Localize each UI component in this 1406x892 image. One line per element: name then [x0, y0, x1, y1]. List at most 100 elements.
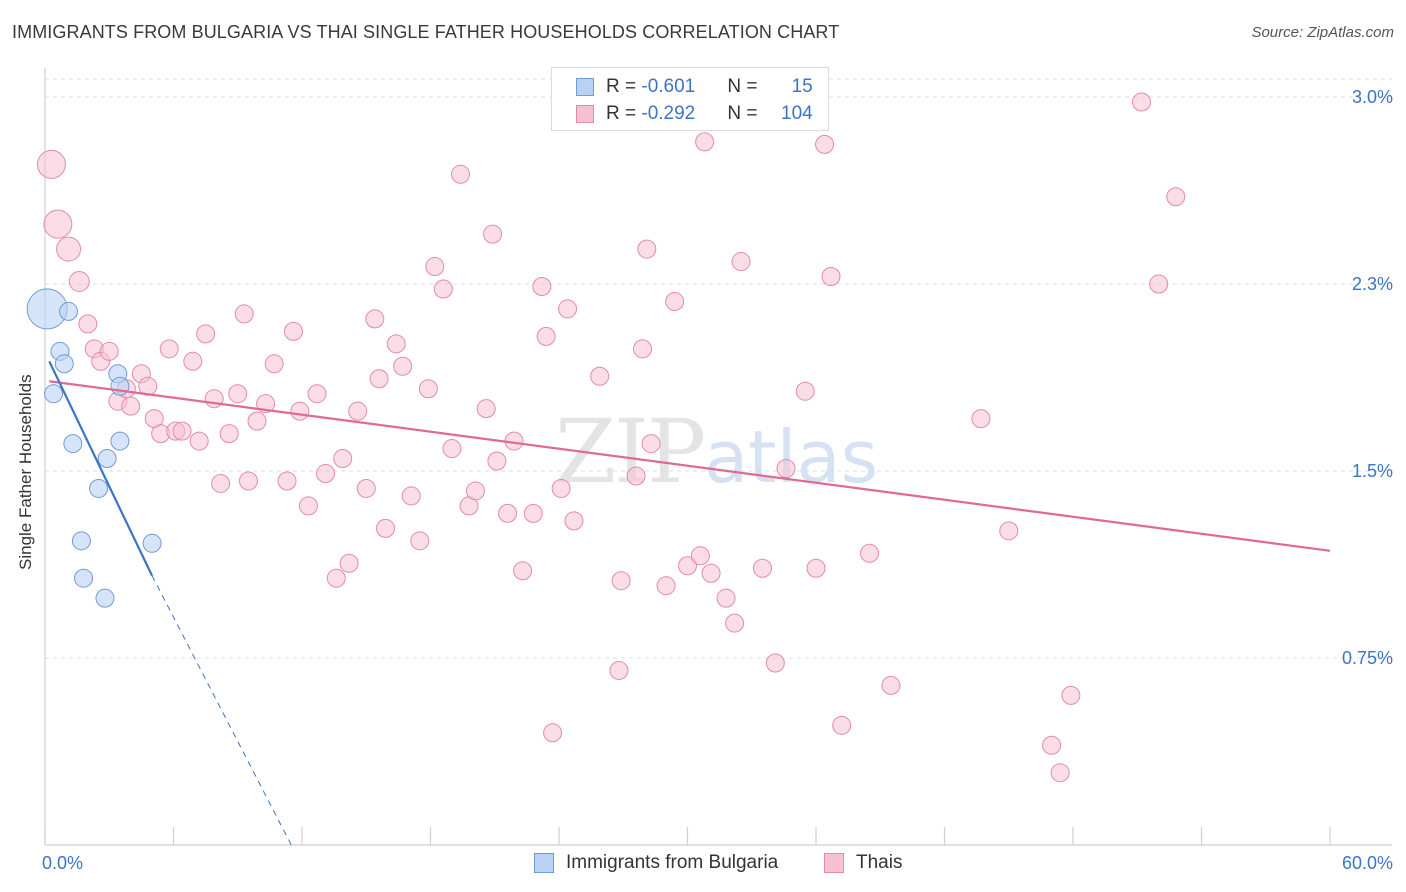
thais-point-1: [43, 209, 73, 239]
bulgaria-point-13: [74, 568, 94, 588]
legend-row-bulgaria: R = -0.601 N = 15: [576, 74, 813, 100]
thais-point-73: [641, 434, 661, 454]
bulgaria-point-14: [95, 588, 115, 608]
bottom-legend-swatch-pink: [824, 853, 844, 873]
thais-point-78: [690, 546, 710, 566]
thais-point-77: [678, 556, 697, 576]
thais-point-52: [450, 164, 470, 184]
thais-point-50: [433, 279, 453, 299]
thais-point-10: [121, 396, 141, 416]
thais-point-58: [498, 503, 518, 523]
thais-point-56: [483, 224, 503, 244]
thais-trend-line: [49, 380, 1331, 552]
thais-point-38: [339, 553, 359, 573]
legend-n-label-1: N =: [727, 76, 763, 97]
thais-point-70: [609, 660, 629, 680]
legend-r-value-2: -0.292: [641, 103, 696, 124]
tick-labels: 0.75% 1.5% 2.3% 3.0% 0.0% 60.0%: [42, 87, 1393, 873]
thais-point-61: [523, 503, 543, 523]
thais-point-64: [543, 723, 563, 743]
thais-point-80: [701, 563, 721, 583]
y-tick-label-2: 2.3%: [1352, 274, 1393, 294]
thais-point-75: [656, 576, 676, 596]
thais-point-66: [558, 299, 578, 319]
thais-point-63: [536, 326, 556, 346]
thais-point-15: [159, 339, 179, 359]
legend-r-value-1: -0.601: [641, 76, 696, 97]
thais-point-85: [765, 653, 785, 673]
thais-point-2: [56, 236, 82, 262]
thais-point-51: [442, 439, 462, 459]
bulgaria-point-3: [54, 354, 74, 374]
thais-point-42: [369, 369, 389, 389]
thais-point-87: [795, 381, 815, 401]
thais-point-20: [196, 324, 216, 344]
thais-point-17: [172, 421, 192, 441]
thais-point-81: [716, 588, 736, 608]
bulgaria-point-1: [59, 301, 79, 321]
thais-point-93: [881, 675, 901, 695]
thais-point-35: [316, 463, 336, 483]
thais-point-4: [78, 314, 98, 334]
legend-r-label-2: R =: [606, 103, 642, 124]
thais-point-44: [386, 334, 406, 354]
bulgaria-point-12: [142, 533, 162, 553]
thais-point-95: [999, 521, 1019, 541]
thais-point-57: [487, 451, 507, 471]
thais-point-71: [626, 466, 646, 486]
thais-point-43: [376, 518, 396, 538]
legend-swatch-pink: [576, 105, 594, 123]
thais-point-97: [1050, 763, 1070, 783]
thais-point-72: [633, 339, 653, 359]
thais-point-18: [183, 351, 203, 371]
thais-point-27: [247, 411, 267, 431]
thais-point-36: [326, 568, 346, 588]
thais-point-22: [211, 473, 231, 493]
thais-point-32: [290, 401, 310, 421]
x-tick-label-1: 60.0%: [1342, 853, 1393, 873]
thais-point-68: [590, 366, 610, 386]
legend-n-value-2: 104: [781, 103, 813, 124]
thais-point-25: [234, 304, 254, 324]
thais-point-26: [238, 471, 258, 491]
thais-point-49: [425, 257, 445, 277]
bulgaria-point-11: [71, 531, 91, 551]
bulgaria-point-10: [89, 478, 109, 498]
thais-point-48: [418, 379, 438, 399]
thais-point-67: [564, 511, 584, 531]
legend-row-thais: R = -0.292 N = 104: [576, 101, 813, 127]
thais-point-89: [815, 134, 835, 154]
thais-point-101: [1166, 187, 1186, 207]
legend-swatch-blue: [576, 78, 594, 96]
x-tick-label-0: 0.0%: [42, 853, 83, 873]
thais-point-54: [465, 481, 485, 501]
legend-n-label-2: N =: [727, 103, 763, 124]
thais-point-76: [665, 291, 685, 311]
bulgaria-point-4: [44, 384, 64, 404]
legend-n-value-1: 15: [791, 76, 813, 97]
thais-point-90: [821, 267, 841, 287]
thais-point-62: [532, 276, 552, 296]
thais-point-24: [228, 384, 248, 404]
thais-point-23: [219, 424, 239, 444]
trend-lines: [48, 360, 1331, 846]
legend-r-label-1: R =: [606, 76, 642, 97]
bottom-legend-label-bulgaria: Immigrants from Bulgaria: [566, 852, 779, 873]
thais-point-88: [806, 558, 826, 578]
thais-point-98: [1061, 685, 1081, 705]
thais-point-31: [283, 321, 303, 341]
thais-point-45: [393, 356, 413, 376]
thais-point-94: [971, 409, 991, 429]
thais-point-84: [752, 558, 772, 578]
thais-point-29: [264, 354, 284, 374]
bulgaria-trend-line: [48, 360, 154, 577]
thais-point-83: [731, 252, 751, 272]
thais-point-99: [1132, 92, 1152, 112]
thais-point-79: [695, 132, 715, 152]
bottom-legend-label-thais: Thais: [856, 852, 903, 873]
bulgaria-points: [26, 288, 162, 608]
thais-point-33: [298, 496, 318, 516]
source-credit: Source: ZipAtlas.com: [1251, 24, 1394, 41]
thais-point-82: [725, 613, 745, 633]
